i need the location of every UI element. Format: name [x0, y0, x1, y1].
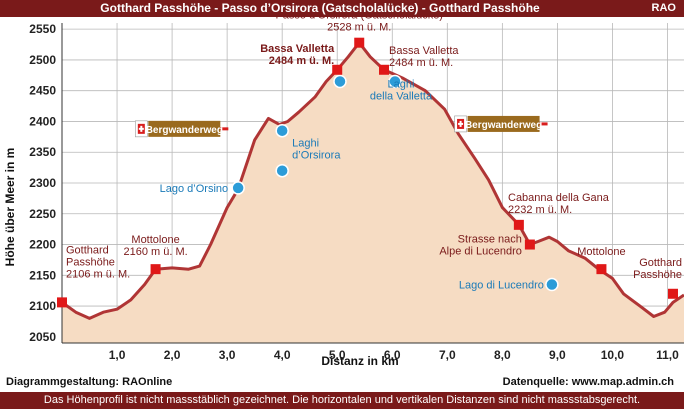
y-tick-label: 2500	[29, 53, 56, 67]
x-tick-label: 3,0	[219, 348, 236, 362]
waypoint-marker	[379, 64, 390, 75]
waypoint-marker	[354, 37, 365, 48]
waypoint-label: Mottolone 2160 m ü. M.	[123, 234, 187, 258]
y-tick-label: 2100	[29, 299, 56, 313]
lake-marker	[388, 74, 402, 89]
y-tick-label: 2050	[29, 330, 56, 344]
axes: 2050 2100 2150 2200 2250 2300 2350 2400 2450 2500…	[29, 22, 684, 362]
sign-arrow	[539, 122, 548, 126]
credit-design: Diagrammgestaltung: RAOnline	[6, 376, 173, 388]
sign-arrow	[220, 127, 229, 131]
lake-label: Lago di Lucendro	[459, 280, 544, 292]
y-tick-label: 2550	[29, 22, 56, 36]
lake-label: Lago d’Orsino	[160, 183, 229, 195]
y-tick-label: 2150	[29, 268, 56, 282]
chart-title: Gotthard Passhöhe - Passo d’Orsirora (Ga…	[100, 1, 540, 15]
waypoint-markers: Gotthard Passhöhe 2106 m ü. M.Mottolone 216…	[57, 17, 682, 308]
lake-marker	[231, 181, 245, 195]
x-tick-label: 8,0	[494, 348, 511, 362]
lake-markers: Lago d’Orsino Laghi d’Orsirora Laghi della V…	[160, 74, 559, 292]
x-tick-label: 5,0	[329, 348, 346, 362]
y-tick-label: 2200	[29, 238, 56, 252]
y-tick-label: 2400	[29, 114, 56, 128]
profile-line	[61, 41, 684, 320]
bergwanderweg-sign: Bergwanderweg	[135, 120, 229, 138]
y-tick-label: 2450	[29, 84, 56, 98]
x-tick-label: 1,0	[109, 348, 126, 362]
waypoint-label: Bassa Valletta 2484 m ü. M.	[260, 43, 335, 67]
waypoint-label: Passo d’Orsirora (Gatscholalücke)2528 m …	[275, 17, 443, 34]
lake-label: Laghi d’Orsirora	[292, 138, 341, 162]
lake-marker	[333, 74, 347, 89]
trail-signs: Bergwanderweg Bergwanderweg	[135, 115, 548, 138]
waypoint-label: Strasse nach Alpe di Lucendro	[439, 234, 522, 258]
waypoint-marker	[596, 264, 607, 275]
x-tick-label: 6,0	[384, 348, 401, 362]
waypoint-label: Mottolone	[577, 246, 625, 258]
elevation-profile-chart: 2050 2100 2150 2200 2250 2300 2350 2400 2450 2500…	[3, 17, 684, 368]
title-bar: Gotthard Passhöhe - Passo d’Orsirora (Ga…	[0, 0, 684, 17]
sign-label: Bergwanderweg	[465, 120, 542, 131]
sign-label: Bergwanderweg	[146, 125, 223, 136]
waypoint-label: Cabanna della Gana 2232 m ü. M.	[508, 192, 610, 216]
waypoint-marker	[332, 64, 343, 75]
x-tick-label: 10,0	[601, 348, 625, 362]
lake-marker	[545, 277, 559, 292]
disclaimer: Das Höhenprofil ist nicht massstäblich g…	[0, 392, 684, 409]
x-axis-title: Distanz in km	[321, 354, 398, 368]
x-tick-label: 4,0	[274, 348, 291, 362]
x-tick-label: 11,0	[656, 348, 679, 362]
bergwanderweg-sign: Bergwanderweg	[454, 115, 548, 133]
waypoint-marker	[513, 219, 524, 230]
waypoint-label: Bassa Valletta 2484 m ü. M.	[389, 45, 459, 69]
swiss-cross-h	[138, 127, 144, 130]
waypoint-marker	[57, 297, 67, 308]
brand-logo-text: RAO	[651, 2, 676, 14]
waypoint-marker	[667, 288, 678, 299]
lake-label: Laghi della Valletta	[370, 78, 433, 102]
x-tick-label: 7,0	[439, 348, 456, 362]
waypoint-marker	[150, 264, 161, 275]
waypoint-label: Gotthard Passhöhe 2106 m ü. M.	[66, 244, 130, 280]
y-tick-label: 2300	[29, 176, 56, 190]
profile-area	[62, 42, 684, 343]
y-tick-label: 2250	[29, 207, 56, 221]
x-tick-label: 2,0	[164, 348, 181, 362]
lake-marker	[275, 163, 289, 178]
lake-marker	[275, 123, 289, 138]
y-tick-label: 2350	[29, 145, 56, 159]
waypoint-label: Gotthard Passhöhe	[633, 257, 682, 281]
waypoint-marker	[524, 239, 535, 250]
credit-source: Datenquelle: www.map.admin.ch	[502, 376, 674, 388]
swiss-cross-h	[458, 122, 464, 125]
sign-plate	[467, 115, 540, 132]
sign-plate	[148, 120, 221, 137]
x-tick-label: 9,0	[549, 348, 566, 362]
y-axis-title: Höhe über Meer in m	[3, 148, 17, 267]
